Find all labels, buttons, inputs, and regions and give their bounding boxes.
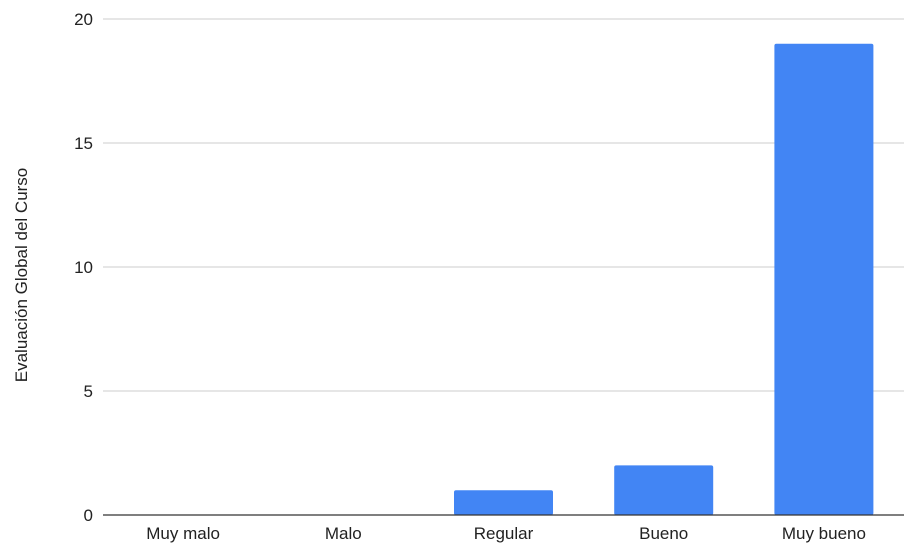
bars — [454, 43, 874, 516]
y-tick-label-10: 10 — [74, 258, 93, 277]
x-tick-label-malo: Malo — [325, 524, 362, 543]
bar-muy-bueno — [774, 43, 874, 516]
x-tick-label-bueno: Bueno — [639, 524, 688, 543]
y-axis-label: Evaluación Global del Curso — [12, 168, 31, 383]
bar-regular — [454, 490, 553, 515]
x-tick-label-regular: Regular — [474, 524, 534, 543]
gridlines — [103, 18, 904, 392]
x-tick-labels: Muy malo Malo Regular Bueno Muy bueno — [146, 524, 866, 543]
y-tick-labels: 0 5 10 15 20 — [74, 10, 93, 525]
x-tick-label-muy-malo: Muy malo — [146, 524, 220, 543]
x-tick-label-muy-bueno: Muy bueno — [782, 524, 866, 543]
y-tick-label-20: 20 — [74, 10, 93, 29]
y-tick-label-15: 15 — [74, 134, 93, 153]
bar-bueno — [614, 465, 714, 515]
y-tick-label-5: 5 — [84, 382, 93, 401]
y-tick-label-0: 0 — [84, 506, 93, 525]
